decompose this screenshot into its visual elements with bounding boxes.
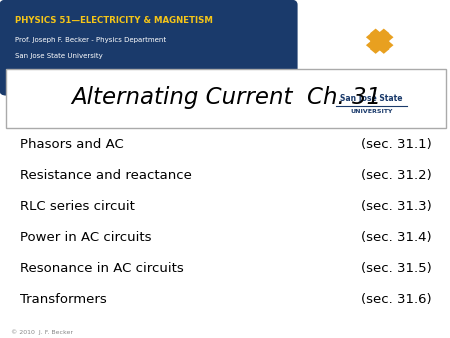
Text: Resonance in AC circuits: Resonance in AC circuits [20,262,184,274]
FancyBboxPatch shape [6,69,446,127]
Polygon shape [382,41,393,50]
Polygon shape [366,41,377,50]
Polygon shape [370,37,381,46]
Polygon shape [382,32,393,42]
Text: © 2010  J. F. Becker: © 2010 J. F. Becker [11,329,73,335]
Text: (sec. 31.1): (sec. 31.1) [361,138,432,151]
Text: PHYSICS 51—ELECTRICITY & MAGNETISM: PHYSICS 51—ELECTRICITY & MAGNETISM [15,17,213,25]
Polygon shape [378,44,389,54]
Polygon shape [378,29,389,38]
Text: RLC series circuit: RLC series circuit [20,200,135,213]
Text: Power in AC circuits: Power in AC circuits [20,231,151,244]
Text: San Jose State University: San Jose State University [15,53,103,59]
FancyBboxPatch shape [0,0,297,96]
Text: (sec. 31.3): (sec. 31.3) [361,200,432,213]
Polygon shape [366,32,377,42]
Text: Alternating Current  Ch. 31: Alternating Current Ch. 31 [71,87,381,110]
Text: Resistance and reactance: Resistance and reactance [20,169,192,182]
Text: (sec. 31.4): (sec. 31.4) [361,231,432,244]
Polygon shape [378,37,389,46]
Polygon shape [374,41,385,50]
Text: San José State: San José State [340,94,403,103]
Polygon shape [370,44,381,54]
Text: Phasors and AC: Phasors and AC [20,138,123,151]
Text: (sec. 31.6): (sec. 31.6) [361,293,432,306]
Text: Transformers: Transformers [20,293,106,306]
Polygon shape [370,29,381,38]
Text: UNIVERSITY: UNIVERSITY [350,109,393,114]
Text: Prof. Joseph F. Becker - Physics Department: Prof. Joseph F. Becker - Physics Departm… [15,37,166,43]
Text: (sec. 31.2): (sec. 31.2) [361,169,432,182]
Polygon shape [374,32,385,42]
Text: (sec. 31.5): (sec. 31.5) [361,262,432,274]
